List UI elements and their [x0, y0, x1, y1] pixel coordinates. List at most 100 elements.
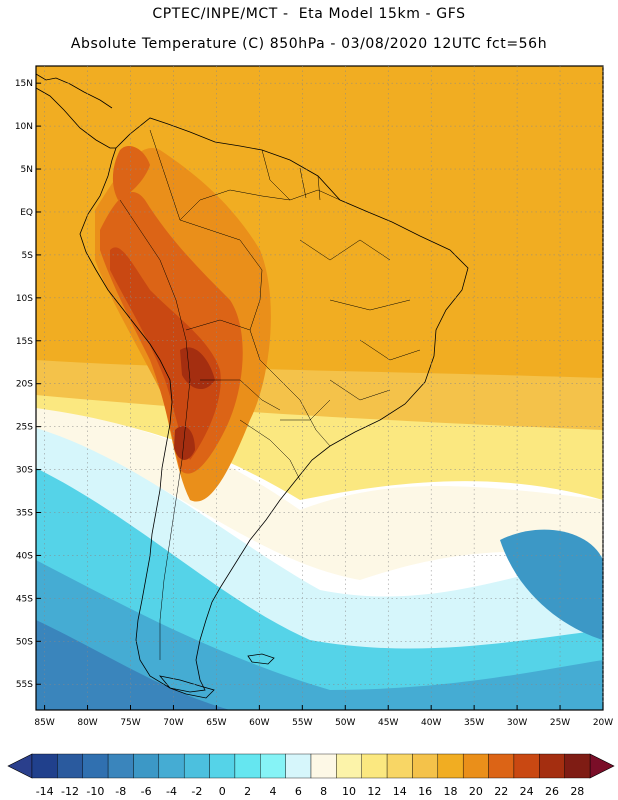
colorbar-box — [437, 753, 464, 779]
lon-label: 80W — [77, 718, 97, 728]
andes-border — [119, 199, 191, 660]
colorbar-label: -4 — [166, 785, 177, 798]
latitude-labels: 15N 10N 5N EQ 5S 10S 15S 20S 25S 30S 35S 40S 45S 50S 5… — [15, 79, 33, 690]
colorbar-label: 18 — [444, 785, 458, 798]
falklands — [247, 653, 275, 665]
longitude-labels: 85W 80W 75W 70W 65W 60W 55W 50W 45W 40W 35W 30W 25W 2… — [34, 718, 613, 728]
lon-label: 45W — [378, 718, 398, 728]
land-warm-26b — [174, 426, 195, 460]
colorbar-label: 22 — [494, 785, 508, 798]
colorbar-boxes — [31, 753, 591, 779]
lat-label: 5N — [21, 165, 33, 175]
colorbar-label: -12 — [61, 785, 79, 798]
colorbar-box — [564, 753, 591, 779]
colorbar-box — [183, 753, 210, 779]
brazil-north-border — [179, 189, 341, 221]
country-borders — [119, 129, 421, 660]
band-cold-east — [500, 529, 603, 640]
lat-label: 15N — [15, 79, 33, 89]
land-warm-colombia — [112, 145, 150, 200]
colorbar-high-arrow — [589, 753, 615, 779]
band-minus4 — [36, 560, 603, 710]
lon-label: 70W — [163, 718, 183, 728]
lon-label: 30W — [507, 718, 527, 728]
colorbar-label: 6 — [295, 785, 302, 798]
colorbar-label: 4 — [269, 785, 276, 798]
colorbar-box — [31, 753, 58, 779]
land-warm-26 — [180, 347, 215, 390]
colorbar-label: -10 — [86, 785, 104, 798]
lon-label: 20W — [593, 718, 613, 728]
map-title-line2: Absolute Temperature (C) 850hPa - 03/08/… — [70, 36, 548, 52]
colorbar-label: 16 — [418, 785, 432, 798]
colorbar-label: -8 — [115, 785, 126, 798]
lon-label: 60W — [249, 718, 269, 728]
lon-label: 50W — [335, 718, 355, 728]
colorbar-box — [107, 753, 134, 779]
brazil-states — [280, 239, 421, 421]
lon-label: 85W — [34, 718, 54, 728]
lat-label: 30S — [16, 466, 33, 476]
colorbar-box — [57, 753, 83, 779]
colorbar-label: 8 — [320, 785, 327, 798]
lat-label: 10N — [15, 122, 33, 132]
land-warm-24 — [110, 247, 221, 460]
colorbar-label: 20 — [469, 785, 483, 798]
colorbar-box — [539, 753, 565, 779]
lon-label: 65W — [206, 718, 226, 728]
colorbar-label: -14 — [36, 785, 54, 798]
bolivia-paraguay-border — [185, 319, 281, 411]
lat-label: 10S — [16, 294, 33, 304]
lon-label: 55W — [292, 718, 312, 728]
colorbar-label: 2 — [244, 785, 251, 798]
lat-label: 45S — [16, 594, 33, 604]
guianas-border — [261, 149, 321, 201]
colorbar-label: 0 — [219, 785, 226, 798]
colorbar-labels: -14 -12 -10 -8 -6 -4 -2 0 2 4 6 8 10 12 14 16 18 20 22 24 26… — [36, 785, 585, 798]
south-america-outline — [79, 117, 469, 693]
colorbar-box — [133, 753, 160, 779]
colorbar-box — [513, 753, 540, 779]
lat-label: EQ — [20, 208, 33, 218]
lat-label: 15S — [16, 337, 33, 347]
colorbar-box — [386, 753, 413, 779]
colorbar-box — [412, 753, 439, 779]
temperature-field — [36, 66, 603, 710]
colorbar-box — [209, 753, 236, 779]
colorbar-box — [488, 753, 515, 779]
caribbean-coast — [35, 73, 113, 109]
map-title-line1: CPTEC/INPE/MCT - Eta Model 15km - GFS — [152, 6, 466, 22]
colorbar-box — [361, 753, 388, 779]
argentina-uruguay-border — [239, 419, 301, 481]
lat-label: 55S — [16, 680, 33, 690]
colorbar-label: -6 — [141, 785, 152, 798]
band-4 — [36, 428, 603, 653]
colorbar: -14 -12 -10 -8 -6 -4 -2 0 2 4 6 8 10 12 14 16 18 20 22 24 26… — [7, 753, 615, 798]
lon-label: 35W — [464, 718, 484, 728]
band-cold-south — [36, 620, 230, 710]
central-america-outline — [35, 87, 116, 149]
colorbar-box — [234, 753, 261, 779]
colorbar-box — [310, 753, 337, 779]
coastlines — [35, 73, 469, 699]
map-gridlines — [36, 66, 604, 710]
lat-label: 40S — [16, 551, 33, 561]
colorbar-low-arrow — [7, 753, 33, 779]
lat-label: 20S — [16, 380, 33, 390]
colorbar-label: 10 — [342, 785, 356, 798]
colorbar-box — [462, 753, 489, 779]
tierra-del-fuego — [158, 675, 215, 699]
colorbar-label: 24 — [520, 785, 534, 798]
colorbar-label: 26 — [545, 785, 559, 798]
lat-label: 50S — [16, 637, 33, 647]
colorbar-box — [260, 753, 286, 779]
colorbar-box — [285, 753, 312, 779]
colombia-venezuela-border — [149, 129, 181, 221]
lat-label: 25S — [16, 423, 33, 433]
colorbar-label: -2 — [191, 785, 202, 798]
lon-label: 75W — [120, 718, 140, 728]
lat-label: 5S — [22, 251, 34, 261]
colorbar-label: 12 — [367, 785, 381, 798]
lon-label: 25W — [550, 718, 570, 728]
